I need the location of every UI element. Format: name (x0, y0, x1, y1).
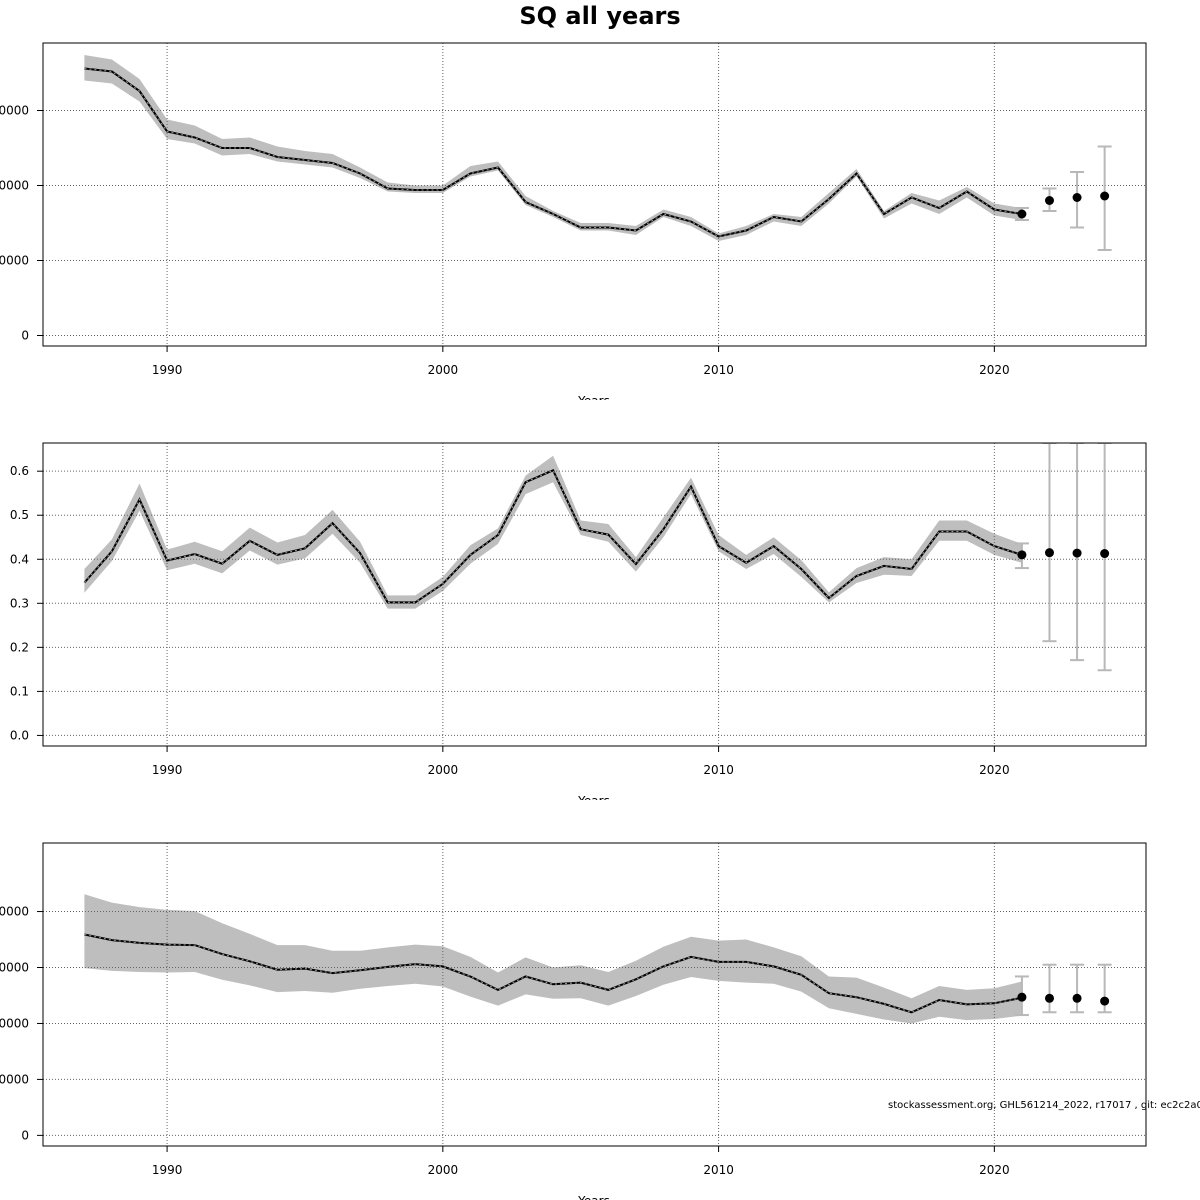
confidence-band (84, 455, 1022, 609)
y-tick-label: 600000 (0, 961, 29, 975)
estimate-line (83, 468, 1023, 604)
y-tick-label: 50000 (0, 254, 29, 268)
y-tick-label: 0.6 (10, 464, 29, 478)
footer-note: stockassessment.org, GHL561214_2022, r17… (888, 1100, 1200, 1111)
x-tick-label: 2010 (703, 1163, 734, 1177)
x-tick-label: 2000 (428, 763, 459, 777)
forecast-point (1044, 993, 1054, 1003)
y-tick-label: 0.2 (10, 640, 29, 654)
confidence-band (84, 55, 1022, 241)
x-tick-label: 2000 (428, 363, 459, 377)
y-tick-label: 100000 (0, 179, 29, 193)
plot-frame (42, 442, 1147, 747)
chart-panel-2: 19902000201020200.00.10.20.30.40.50.6Yea… (10, 442, 1147, 808)
x-tick-label: 2000 (428, 1163, 459, 1177)
y-tick-label: 0 (21, 1128, 29, 1142)
forecast-point (1017, 209, 1027, 219)
x-tick-label: 2020 (979, 1163, 1010, 1177)
forecast-point (1044, 196, 1054, 205)
forecast-point (1044, 548, 1054, 558)
y-tick-label: 0.1 (10, 684, 29, 698)
confidence-band (84, 894, 1022, 1024)
forecast-point (1100, 996, 1110, 1006)
forecast-error-bar (1042, 443, 1057, 643)
y-tick-label: 0.5 (10, 508, 29, 522)
x-tick-label: 2010 (703, 363, 734, 377)
panel-separator (0, 400, 1200, 440)
estimate-line-dashes (84, 469, 1023, 603)
chart-title: SQ all years (519, 2, 681, 30)
forecast-point (1100, 191, 1110, 201)
forecast-point (1017, 992, 1027, 1002)
forecast-point (1017, 550, 1027, 560)
y-tick-label: 150000 (0, 104, 29, 118)
plot-frame (42, 842, 1147, 1147)
y-tick-label: 0.3 (10, 596, 29, 610)
x-tick-label: 1990 (152, 363, 183, 377)
estimate-line-dashes (84, 934, 1022, 1013)
y-tick-label: 0.4 (10, 552, 29, 566)
x-tick-label: 1990 (152, 763, 183, 777)
estimate-line-dashes (84, 68, 1022, 238)
forecast-point (1072, 548, 1082, 558)
y-tick-label: 400000 (0, 1016, 29, 1030)
forecast-error-bar (1070, 963, 1085, 1014)
x-tick-label: 2020 (979, 763, 1010, 777)
x-tick-label: 2020 (979, 363, 1010, 377)
forecast-error-bar (1042, 963, 1057, 1014)
x-tick-label: 1990 (152, 1163, 183, 1177)
y-tick-label: 800000 (0, 905, 29, 919)
forecast-point (1072, 993, 1082, 1003)
forecast-point (1072, 193, 1082, 202)
plot-frame (42, 42, 1147, 347)
panel-separator (0, 800, 1200, 840)
x-axis-title: Years (577, 1194, 610, 1200)
x-tick-label: 2010 (703, 763, 734, 777)
chart-panel-1: 1990200020102020050000100000150000Years (0, 42, 1147, 408)
y-tick-label: 0 (21, 329, 29, 343)
y-tick-label: 0.0 (10, 728, 29, 742)
forecast-point (1100, 549, 1110, 559)
